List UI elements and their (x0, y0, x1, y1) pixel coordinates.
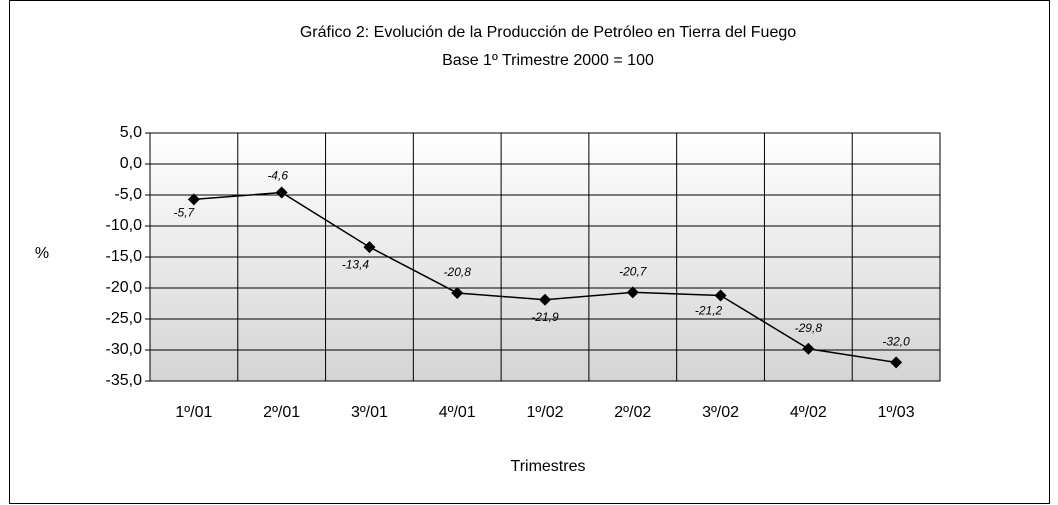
marker (539, 293, 551, 306)
marker (802, 342, 815, 355)
x-tick-label: 3º/01 (351, 404, 388, 421)
data-label: -4,6 (267, 169, 288, 183)
y-axis-label: % (35, 245, 49, 262)
marker (714, 289, 727, 302)
data-label: -20,8 (444, 265, 472, 279)
data-label: -29,8 (795, 321, 823, 335)
marker (363, 241, 376, 254)
chart-title: Gráfico 2: Evolución de la Producción de… (300, 24, 796, 41)
data-label: -13,4 (342, 257, 370, 271)
chart-subtitle: Base 1º Trimestre 2000 = 100 (442, 52, 654, 69)
data-label: -32,0 (882, 335, 910, 349)
y-tick-label: -5,0 (114, 186, 142, 203)
x-tick-label: 4º/01 (439, 404, 476, 421)
x-tick-label: 1º/02 (527, 404, 564, 421)
y-tick-label: -15,0 (106, 248, 143, 265)
data-label: -5,7 (174, 206, 196, 220)
y-tick-label: -10,0 (106, 217, 143, 234)
data-label: -20,7 (619, 265, 648, 279)
marker (890, 356, 903, 369)
x-tick-label: 2º/02 (614, 404, 651, 421)
marker (626, 286, 639, 299)
y-tick-label: 0,0 (120, 155, 142, 172)
x-tick-label: 2º/01 (263, 404, 300, 421)
y-tick-label: -25,0 (106, 310, 143, 327)
marker (451, 286, 464, 299)
data-label: -21,9 (531, 310, 559, 324)
y-tick-label: -20,0 (106, 279, 143, 296)
x-tick-label: 3º/02 (702, 404, 739, 421)
marker (187, 193, 200, 206)
x-axis-label: Trimestres (511, 458, 586, 475)
data-label: -21,2 (695, 304, 723, 318)
x-tick-label: 1º/01 (175, 404, 212, 421)
marker (275, 186, 288, 199)
y-tick-label: -30,0 (106, 341, 143, 358)
y-tick-label: -35,0 (106, 372, 143, 389)
x-tick-label: 4º/02 (790, 404, 827, 421)
y-tick-label: 5,0 (120, 124, 142, 141)
x-tick-label: 1º/03 (878, 404, 915, 421)
